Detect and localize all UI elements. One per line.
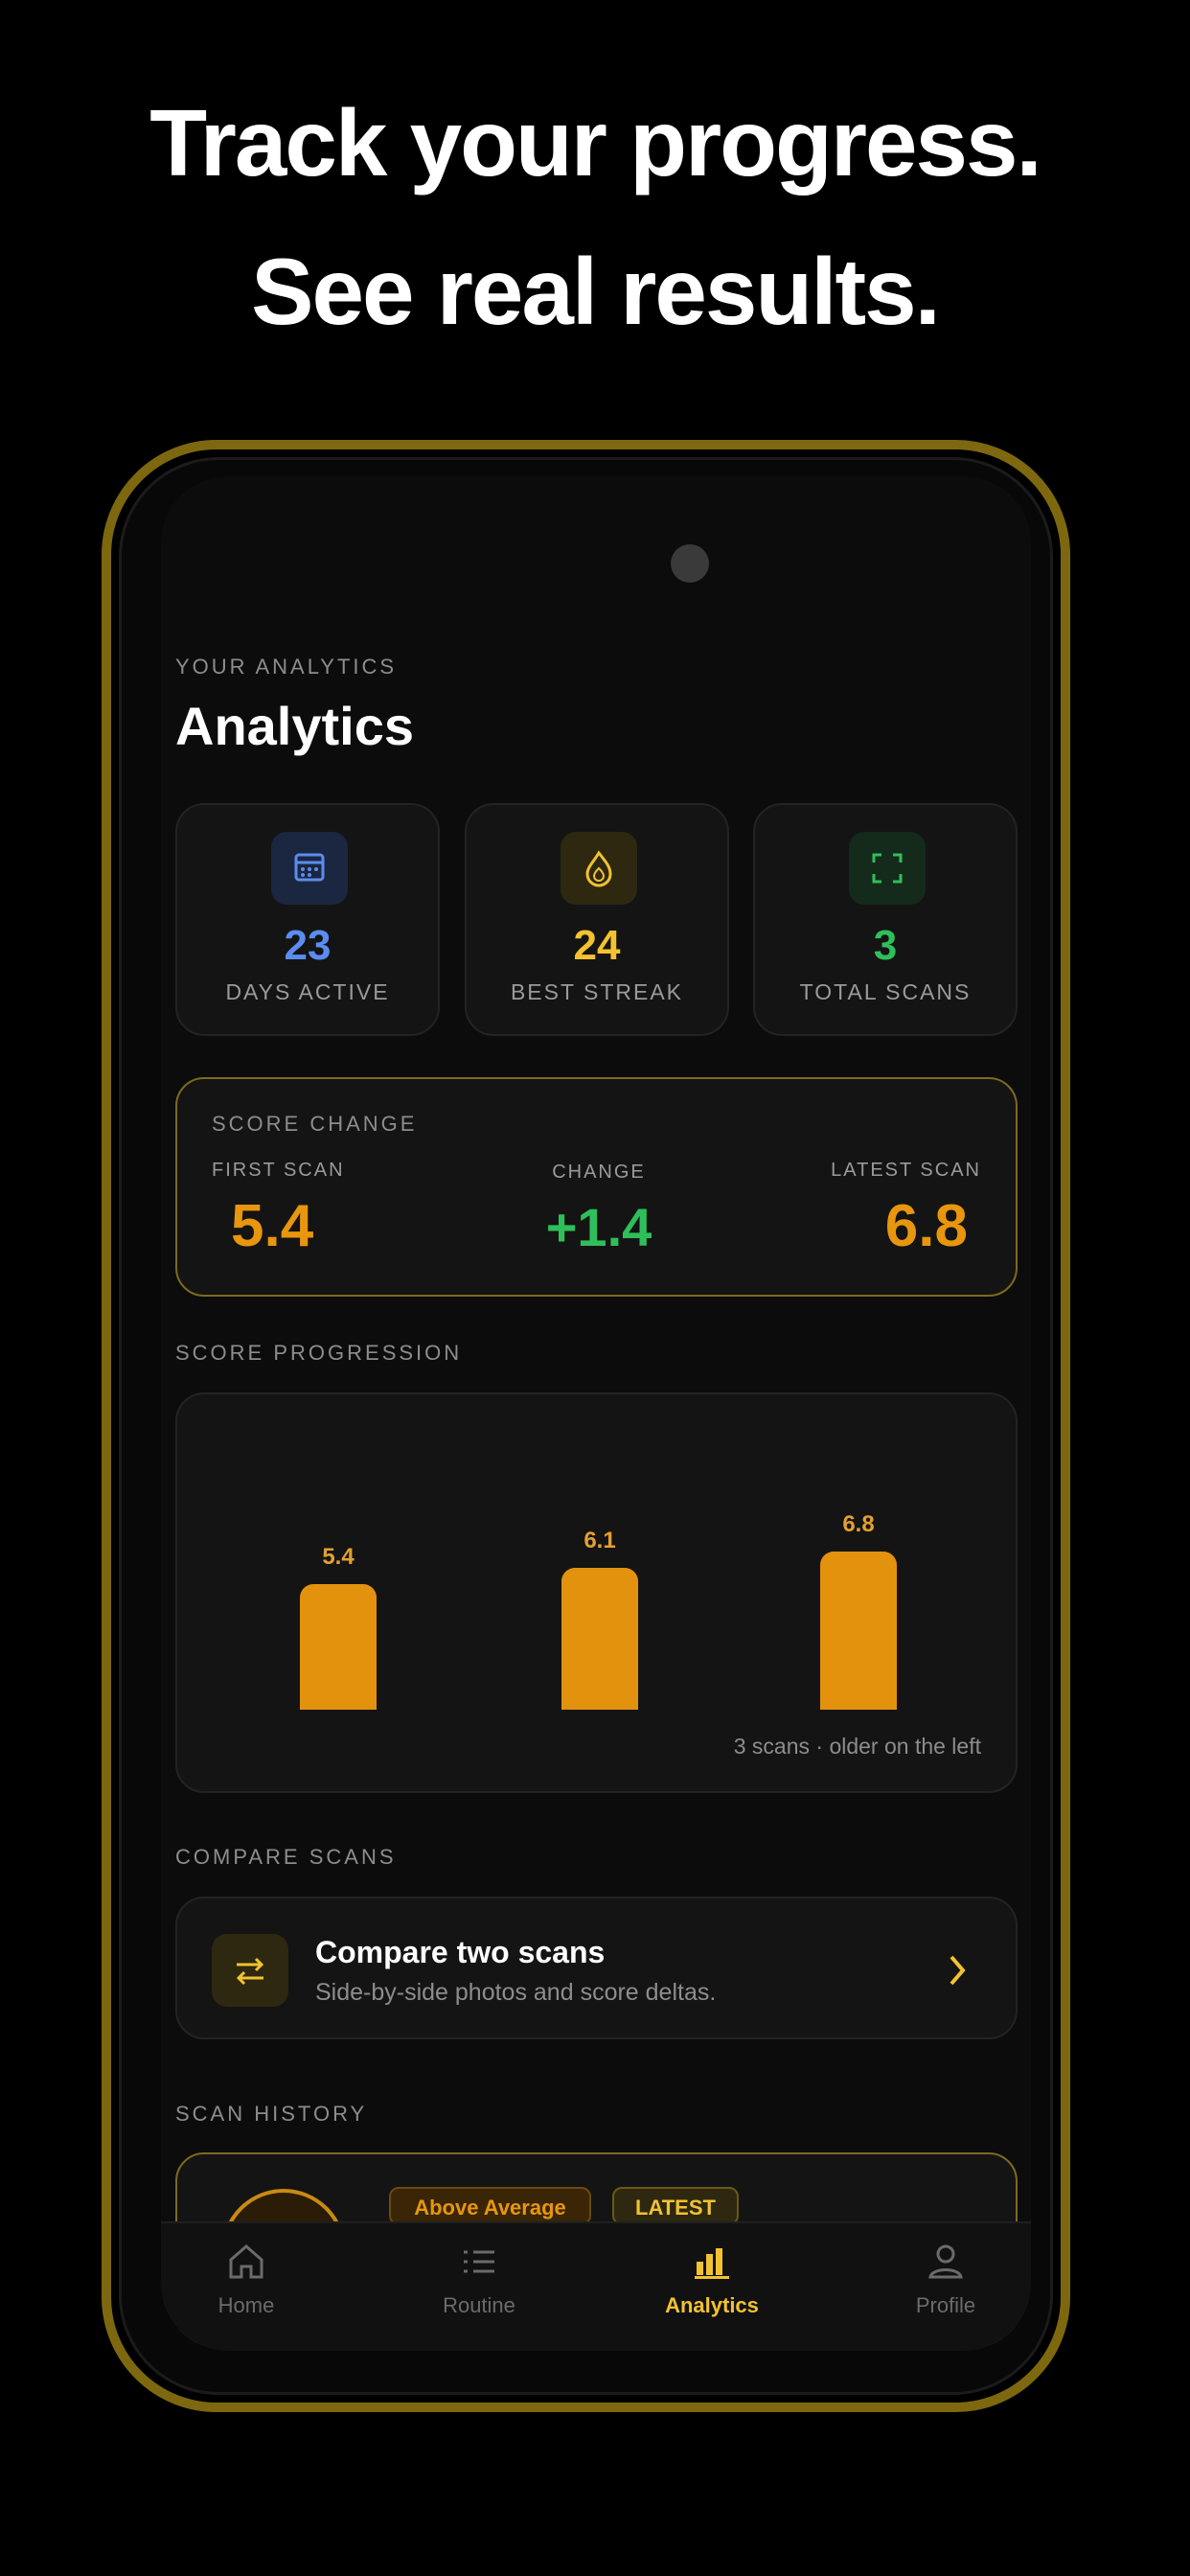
chart-icon (695, 2248, 729, 2279)
stat-value: 3 (873, 922, 898, 969)
tab-label: Profile (915, 2293, 976, 2317)
list-icon (464, 2250, 494, 2273)
stat-label: BEST STREAK (510, 979, 684, 1004)
icon (872, 853, 903, 884)
icon (294, 853, 325, 882)
swap-icon (212, 1934, 288, 2007)
compare-card[interactable]: Compare two scans Side-by-side photos an… (175, 1897, 1018, 2039)
stat-card: 3 TOTAL SCANS (753, 803, 1018, 1036)
card-title: SCORE CHANGE (212, 1112, 418, 1136)
sub-label: CHANGE (552, 1162, 646, 1183)
stat-label: DAYS ACTIVE (225, 979, 390, 1004)
page-title: Analytics (175, 696, 414, 756)
progression-card: 3 scans · older on the left 5.4 6.1 6.8 (175, 1392, 1018, 1793)
sub-label: FIRST SCAN (212, 1160, 345, 1181)
tab-home[interactable]: Home (161, 2241, 342, 2318)
headline-line: See real results. (251, 239, 941, 344)
compare-title: Compare two scans (315, 1935, 606, 1969)
home-icon (229, 2244, 263, 2279)
stat-label: TOTAL SCANS (799, 979, 972, 1004)
headline-line: Track your progress. (149, 90, 1042, 196)
bar-label: 6.8 (842, 1511, 875, 1538)
icon (236, 1957, 264, 1986)
change-value: +1.4 (545, 1197, 652, 1257)
bar-label: 6.1 (584, 1528, 616, 1554)
chart-note: 3 scans · older on the left (733, 1734, 981, 1759)
flame-icon (561, 832, 637, 905)
stat-card: 23 DAYS ACTIVE (175, 803, 440, 1036)
tab-analytics[interactable]: Analytics (616, 2241, 808, 2318)
profile-icon (928, 2244, 963, 2279)
chevron (950, 1955, 966, 1986)
sub-label: LATEST SCAN (831, 1160, 981, 1181)
camera (671, 544, 709, 583)
scan-icon (849, 832, 926, 905)
bar-label: 5.4 (322, 1544, 355, 1571)
badge: LATEST (612, 2187, 739, 2225)
compare-subtitle: Side-by-side photos and score deltas. (315, 1979, 717, 2006)
tab-bar: Home Routine Analytics Profile (161, 2221, 1031, 2351)
calendar-icon (271, 832, 348, 905)
bar (820, 1552, 897, 1710)
score-value: 5.4 (231, 1193, 314, 1259)
tab-profile[interactable]: Profile (850, 2241, 1031, 2318)
badge: Above Average (389, 2187, 591, 2225)
tab-label: Analytics (665, 2293, 759, 2317)
stat-value: 23 (284, 922, 332, 969)
stat-card: 24 BEST STREAK (465, 803, 729, 1036)
phone-screen: YOUR ANALYTICS Analytics 23 DAYS ACTIVE … (161, 476, 1031, 2351)
tab-routine[interactable]: Routine (383, 2241, 575, 2318)
section-title: COMPARE SCANS (175, 1845, 397, 1869)
score-change-card: SCORE CHANGE FIRST SCAN CHANGE LATEST SC… (175, 1077, 1018, 1297)
tab-label: Home (217, 2293, 275, 2317)
tab-label: Routine (443, 2293, 515, 2317)
icon (585, 850, 612, 887)
section-title: SCAN HISTORY (175, 2102, 368, 2126)
stat-value: 24 (573, 922, 621, 969)
score-value: 6.8 (884, 1193, 968, 1259)
bar (561, 1568, 638, 1710)
eyebrow: YOUR ANALYTICS (175, 655, 398, 678)
section-title: SCORE PROGRESSION (175, 1341, 463, 1365)
bar (300, 1584, 377, 1710)
